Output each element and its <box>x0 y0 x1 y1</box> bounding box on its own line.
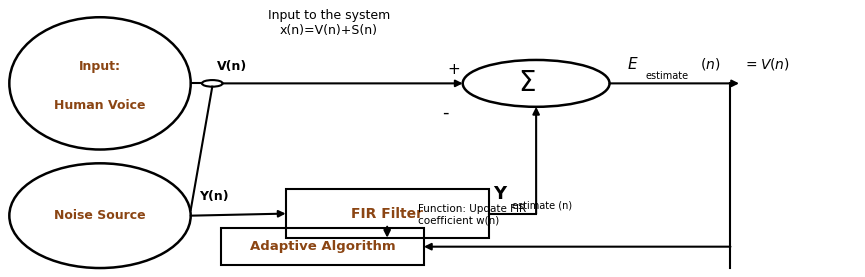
Text: +: + <box>448 62 460 77</box>
Text: Input:: Input: <box>79 60 121 73</box>
Text: FIR Filter: FIR Filter <box>351 207 423 220</box>
Text: Adaptive Algorithm: Adaptive Algorithm <box>250 240 395 253</box>
Bar <box>285 189 489 238</box>
Text: Human Voice: Human Voice <box>54 99 146 112</box>
Text: estimate: estimate <box>646 71 689 81</box>
Text: Y(n): Y(n) <box>199 190 229 203</box>
Text: $(n)$: $(n)$ <box>701 56 721 72</box>
Text: $\mathbf{Y}$: $\mathbf{Y}$ <box>493 185 509 203</box>
Text: $E$: $E$ <box>627 56 638 72</box>
Text: Function: Update FIR
coefficient w(n): Function: Update FIR coefficient w(n) <box>418 204 526 225</box>
Text: Input to the system
x(n)=V(n)+S(n): Input to the system x(n)=V(n)+S(n) <box>268 9 390 37</box>
Text: -: - <box>442 103 449 121</box>
Text: Noise Source: Noise Source <box>54 209 146 222</box>
Bar <box>221 228 424 265</box>
Text: estimate (n): estimate (n) <box>512 200 572 210</box>
Text: Σ: Σ <box>519 69 536 98</box>
Text: V(n): V(n) <box>216 60 247 73</box>
Text: $=V(n)$: $=V(n)$ <box>743 56 791 72</box>
